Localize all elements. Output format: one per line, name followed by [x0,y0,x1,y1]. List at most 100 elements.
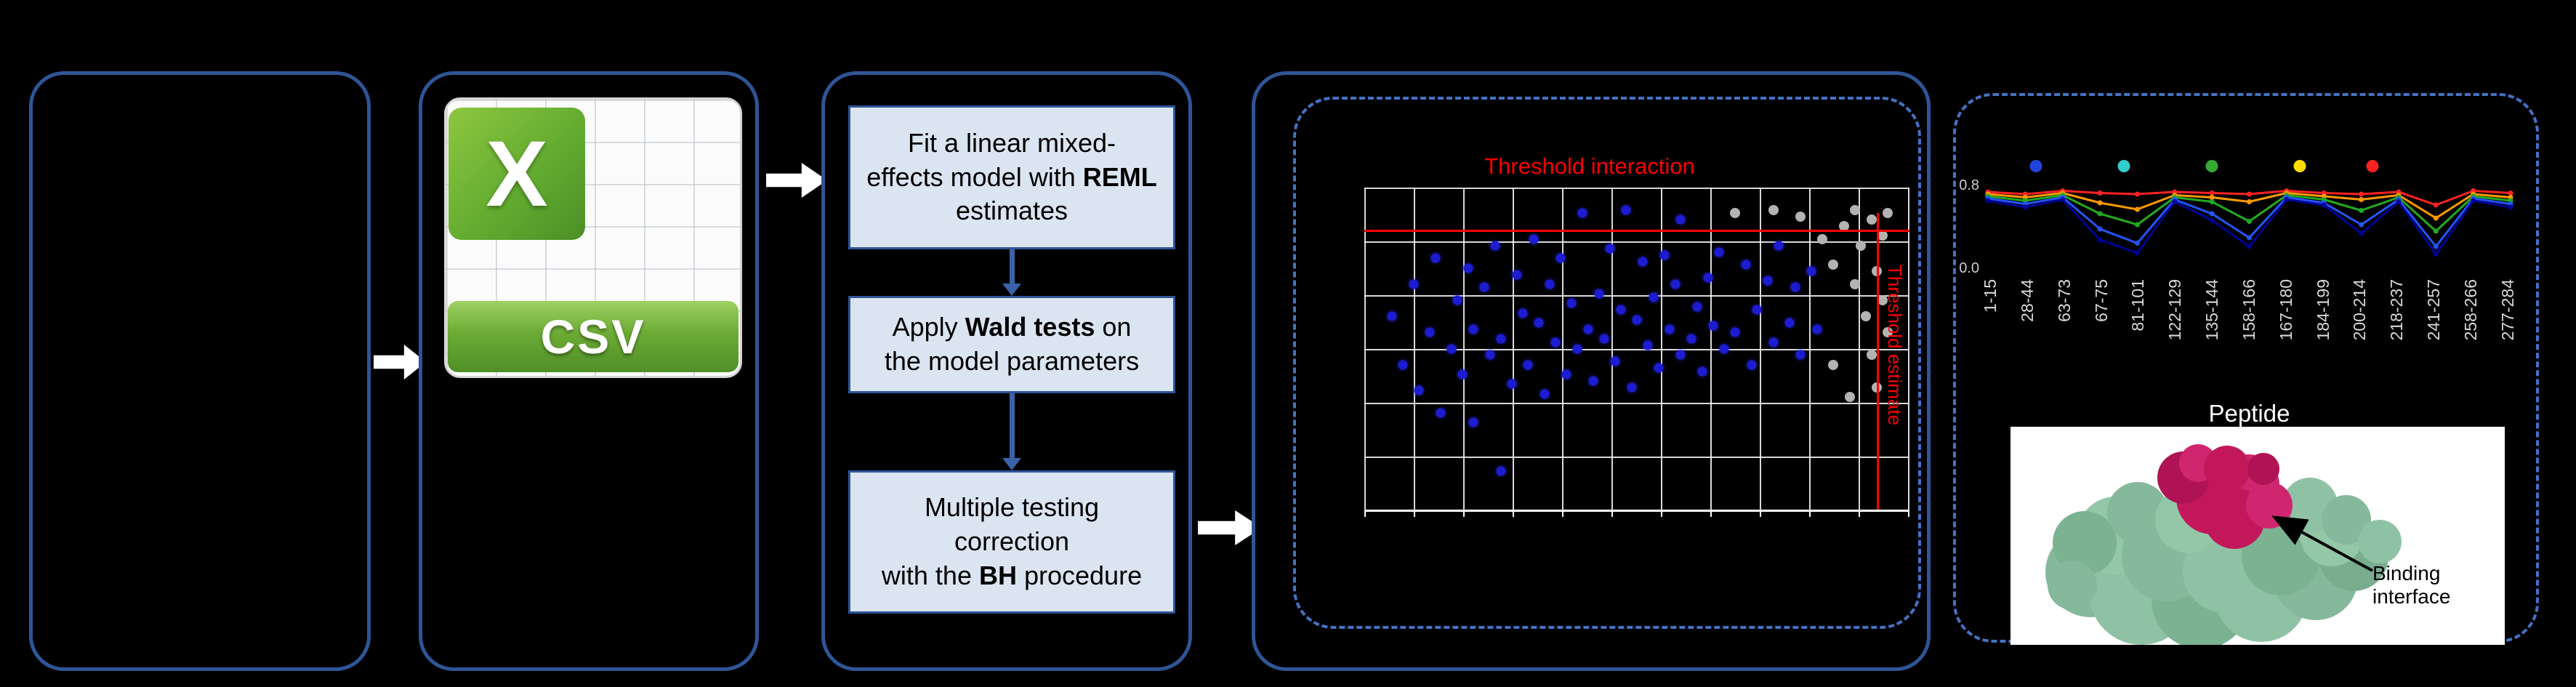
uptake-point [2433,244,2439,249]
uptake-point [2134,250,2140,256]
scatter-point-blue [1490,241,1500,251]
arrow-down-icon [1002,249,1021,296]
scatter-point-blue [1485,350,1494,360]
scatter-point-blue [1588,376,1598,386]
scatter-point-blue [1566,298,1577,308]
scatter-point-blue [1692,302,1702,312]
modeling-flow-panel: Fit a linear mixed- effects model with R… [821,71,1192,671]
scatter-point-blue [1457,369,1468,379]
scatter-point-blue [1414,385,1424,395]
uptake-point [2097,211,2103,217]
step-multiple-testing: Multiple testing correction with the BH … [848,470,1175,614]
scatter-point-blue [1659,250,1669,260]
structure-panel: 0.8 0.0 1-15 28-44 63-73 67-75 81-101 122-129… [1953,93,2539,649]
excel-x-logo-icon: X [448,108,585,240]
step-fit-model: Fit a linear mixed- effects model with R… [848,105,1175,249]
peptide-tick-label: 1-15 [1981,279,2000,313]
uptake-point [2172,199,2178,204]
scatter-points-layer [1364,188,1909,510]
scatter-point-blue [1627,382,1636,393]
threshold-estimate-label: Threshold estimate [1884,265,1906,426]
uptake-point [2321,202,2327,208]
scatter-point-blue [1763,276,1773,286]
uptake-point [2433,252,2439,257]
scatter-point-blue [1398,360,1407,370]
scatter-point-blue [1643,340,1653,350]
scatter-point-blue [1496,466,1505,476]
uptake-point [2134,206,2140,212]
scatter-point-blue [1545,279,1555,289]
scatter-point-gray [1866,350,1877,361]
scatter-point-gray [1828,260,1838,270]
scatter-point-gray [1817,233,1827,244]
scatter-x-axis-ticks [1364,510,1909,517]
uptake-point [2247,191,2252,197]
scatter-point-blue [1468,417,1478,427]
y-axis-tick-bottom: 0.0 [1959,260,1979,276]
scatter-point-blue [1463,263,1473,273]
peptide-tick-label: 277-284 [2497,279,2517,341]
uptake-point [2097,190,2103,196]
scatter-point-blue [1425,327,1435,337]
scatter-point-gray [1730,208,1740,219]
uptake-point [2022,204,2028,210]
uptake-point [2508,204,2513,210]
peptide-tick-label: 28-44 [2017,279,2037,322]
scatter-point-blue [1703,273,1712,283]
scatter-point-blue [1632,315,1642,325]
uptake-point [2097,200,2103,206]
scatter-point-blue [1446,344,1457,353]
uptake-point [2359,230,2364,236]
scatter-point-blue [1561,369,1571,379]
scatter-point-blue [1752,305,1762,315]
uptake-point [2209,195,2215,200]
uptake-point [2359,197,2364,202]
step-wald-tests: Apply Wald tests on the model parameters [848,296,1175,393]
peptide-tick-label: 122-129 [2165,279,2185,341]
scatter-point-gray [1866,214,1877,225]
binding-interface-magenta [2157,444,2293,549]
protein-surface-green [2045,478,2402,649]
scatter-point-blue [1638,257,1647,267]
scatter-point-blue [1409,279,1418,289]
arrow-right-icon [766,163,827,198]
uptake-point [2134,241,2140,246]
uptake-point [2247,199,2252,204]
binding-interface-label: Binding interface [2372,562,2451,608]
peptide-tick-label: 158-166 [2239,279,2258,341]
peptide-axis-ticks: 1-15 28-44 63-73 67-75 81-101 122-129 135-144 1… [1981,279,2517,397]
scatter-point-blue [1714,247,1723,257]
scatter-plot: Threshold estimate [1364,188,1909,512]
threshold-line-vertical [1877,213,1879,510]
scatter-point-gray [1795,211,1806,222]
scatter-point-blue [1518,308,1527,318]
uptake-point [2396,199,2402,204]
condition-legend-dots [1982,160,2516,174]
step-wald-tests-text: Apply Wald tests on the model parameters [884,312,1140,376]
uptake-point [2134,222,2140,228]
arrow-right-icon [374,345,426,379]
uptake-point [2433,202,2439,208]
scatter-point-blue [1610,356,1620,366]
scatter-point-blue [1452,295,1462,305]
uptake-point [2060,197,2066,202]
scatter-point-blue [1436,408,1446,418]
scatter-point-gray [1850,278,1860,289]
scatter-point-blue [1768,337,1778,347]
scatter-point-gray [1844,391,1855,402]
scatter-point-blue [1468,324,1478,334]
step-multiple-testing-text: Multiple testing correction with the BH … [881,492,1143,590]
scatter-point-blue [1649,292,1658,302]
peptide-tick-label: 67-75 [2091,279,2111,322]
step-fit-model-text: Fit a linear mixed- effects model with R… [866,127,1164,226]
scatter-title: Threshold interaction [1484,153,1695,179]
scatter-point-blue [1605,244,1614,254]
uptake-point [2134,191,2140,197]
scatter-point-blue [1675,350,1686,360]
scatter-point-blue [1496,334,1505,344]
scatter-point-gray [1855,240,1866,251]
uptake-point [2097,237,2103,243]
uptake-point [2433,228,2439,234]
uptake-point [2247,219,2252,224]
